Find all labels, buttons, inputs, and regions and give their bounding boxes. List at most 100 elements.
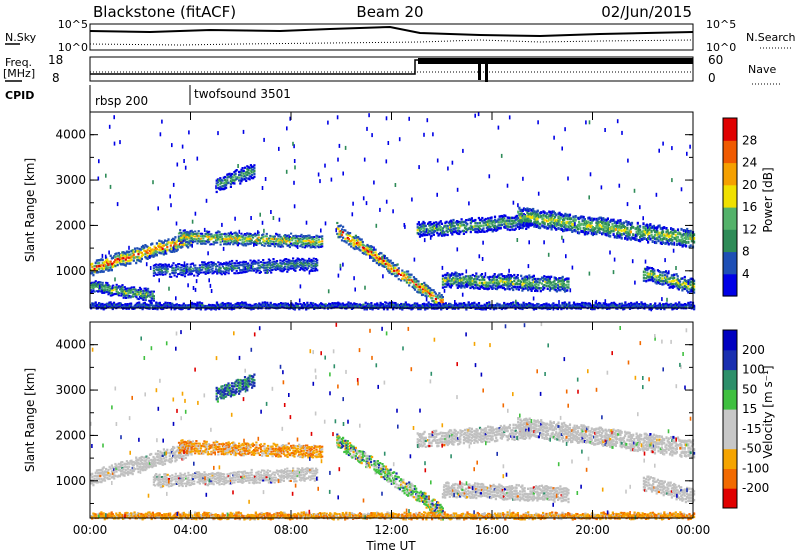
heatmap-cell (315, 240, 317, 242)
heatmap-cell (263, 264, 265, 266)
heatmap-cell (452, 219, 454, 221)
heatmap-cell (315, 237, 317, 239)
heatmap-cell (435, 293, 437, 295)
heatmap-cell (180, 267, 182, 269)
heatmap-cell (172, 262, 174, 264)
heatmap-cell (471, 277, 473, 279)
heatmap-cell (251, 174, 253, 176)
heatmap-cell (592, 226, 594, 229)
heatmap-cell (245, 180, 247, 182)
heatmap-cell (341, 228, 343, 230)
heatmap-cell (121, 286, 123, 288)
freq-spike-1 (478, 60, 481, 80)
heatmap-cell (359, 249, 361, 251)
heatmap-cell (446, 272, 448, 274)
heatmap-cell (342, 231, 344, 233)
heatmap-cell (126, 262, 128, 264)
heatmap-cell (479, 222, 481, 224)
heatmap-cell (164, 302, 166, 304)
heatmap-cell (431, 297, 433, 299)
heatmap-cell (173, 250, 175, 252)
heatmap-cell (687, 237, 689, 240)
nave-label: Nave (748, 63, 776, 76)
heatmap-cell (543, 287, 545, 289)
heatmap-cell (262, 302, 264, 304)
heatmap-cell (447, 231, 449, 233)
heatmap-cell (124, 286, 126, 288)
heatmap-cell (393, 270, 395, 272)
heatmap-cell (110, 255, 112, 257)
heatmap-cell (494, 279, 496, 281)
heatmap-cell (304, 304, 306, 306)
heatmap-cell (599, 224, 601, 227)
heatmap-cell (177, 268, 179, 270)
heatmap-cell (245, 302, 247, 304)
heatmap-cell (205, 273, 207, 275)
heatmap-cell (167, 238, 169, 240)
power-plot-bg (90, 112, 693, 308)
heatmap-cell (180, 232, 182, 234)
heatmap-cell (493, 287, 495, 289)
heatmap-cell (544, 219, 546, 222)
heatmap-cell (420, 228, 422, 230)
heatmap-cell (167, 266, 169, 268)
heatmap-cell (220, 241, 222, 243)
heatmap-cell (423, 282, 425, 284)
heatmap-cell (118, 294, 120, 296)
heatmap-cell (517, 274, 519, 276)
heatmap-cell (100, 264, 102, 266)
heatmap-cell (442, 275, 444, 277)
heatmap-cell (456, 272, 458, 274)
heatmap-cell (294, 270, 296, 272)
heatmap-cell (225, 236, 227, 238)
heatmap-cell (547, 288, 549, 290)
heatmap-cell (242, 239, 244, 241)
heatmap-cell (578, 232, 580, 235)
heatmap-cell (107, 266, 109, 268)
heatmap-cell (659, 277, 661, 279)
heatmap-cell (463, 230, 465, 232)
heatmap-cell (174, 236, 176, 238)
heatmap-cell (191, 273, 193, 275)
heatmap-cell (361, 238, 363, 240)
heatmap-cell (217, 181, 219, 183)
heatmap-cell (192, 268, 194, 270)
heatmap-cell (238, 243, 240, 245)
heatmap-cell (673, 277, 675, 279)
heatmap-cell (540, 290, 542, 292)
heatmap-cell (172, 267, 174, 269)
heatmap-cell (262, 259, 264, 261)
heatmap-cell (266, 235, 268, 237)
heatmap-cell (147, 252, 149, 254)
heatmap-cell (138, 298, 140, 300)
heatmap-cell (637, 233, 639, 236)
heatmap-cell (231, 238, 233, 240)
heatmap-cell (299, 238, 301, 240)
heatmap-cell (113, 302, 115, 304)
heatmap-cell (155, 264, 157, 266)
heatmap-cell (444, 225, 446, 227)
heatmap-cell (292, 257, 294, 259)
heatmap-cell (575, 230, 577, 233)
heatmap-cell (111, 269, 113, 271)
heatmap-cell (426, 293, 428, 295)
heatmap-cell (659, 283, 661, 285)
heatmap-cell (513, 274, 515, 276)
heatmap-cell (307, 267, 309, 269)
heatmap-cell (443, 231, 445, 233)
heatmap-cell (447, 225, 449, 227)
heatmap-cell (515, 227, 517, 229)
heatmap-cell (562, 276, 564, 278)
heatmap-cell (426, 234, 428, 236)
heatmap-cell (386, 257, 388, 259)
heatmap-cell (509, 285, 511, 287)
heatmap-cell (194, 264, 196, 266)
heatmap-cell (504, 215, 506, 217)
heatmap-cell (517, 283, 519, 285)
heatmap-cell (536, 281, 538, 283)
heatmap-cell (235, 176, 237, 178)
heatmap-cell (122, 260, 124, 262)
heatmap-cell (270, 302, 272, 304)
